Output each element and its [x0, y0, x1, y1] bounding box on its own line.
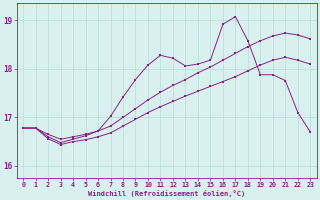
X-axis label: Windchill (Refroidissement éolien,°C): Windchill (Refroidissement éolien,°C): [88, 190, 245, 197]
